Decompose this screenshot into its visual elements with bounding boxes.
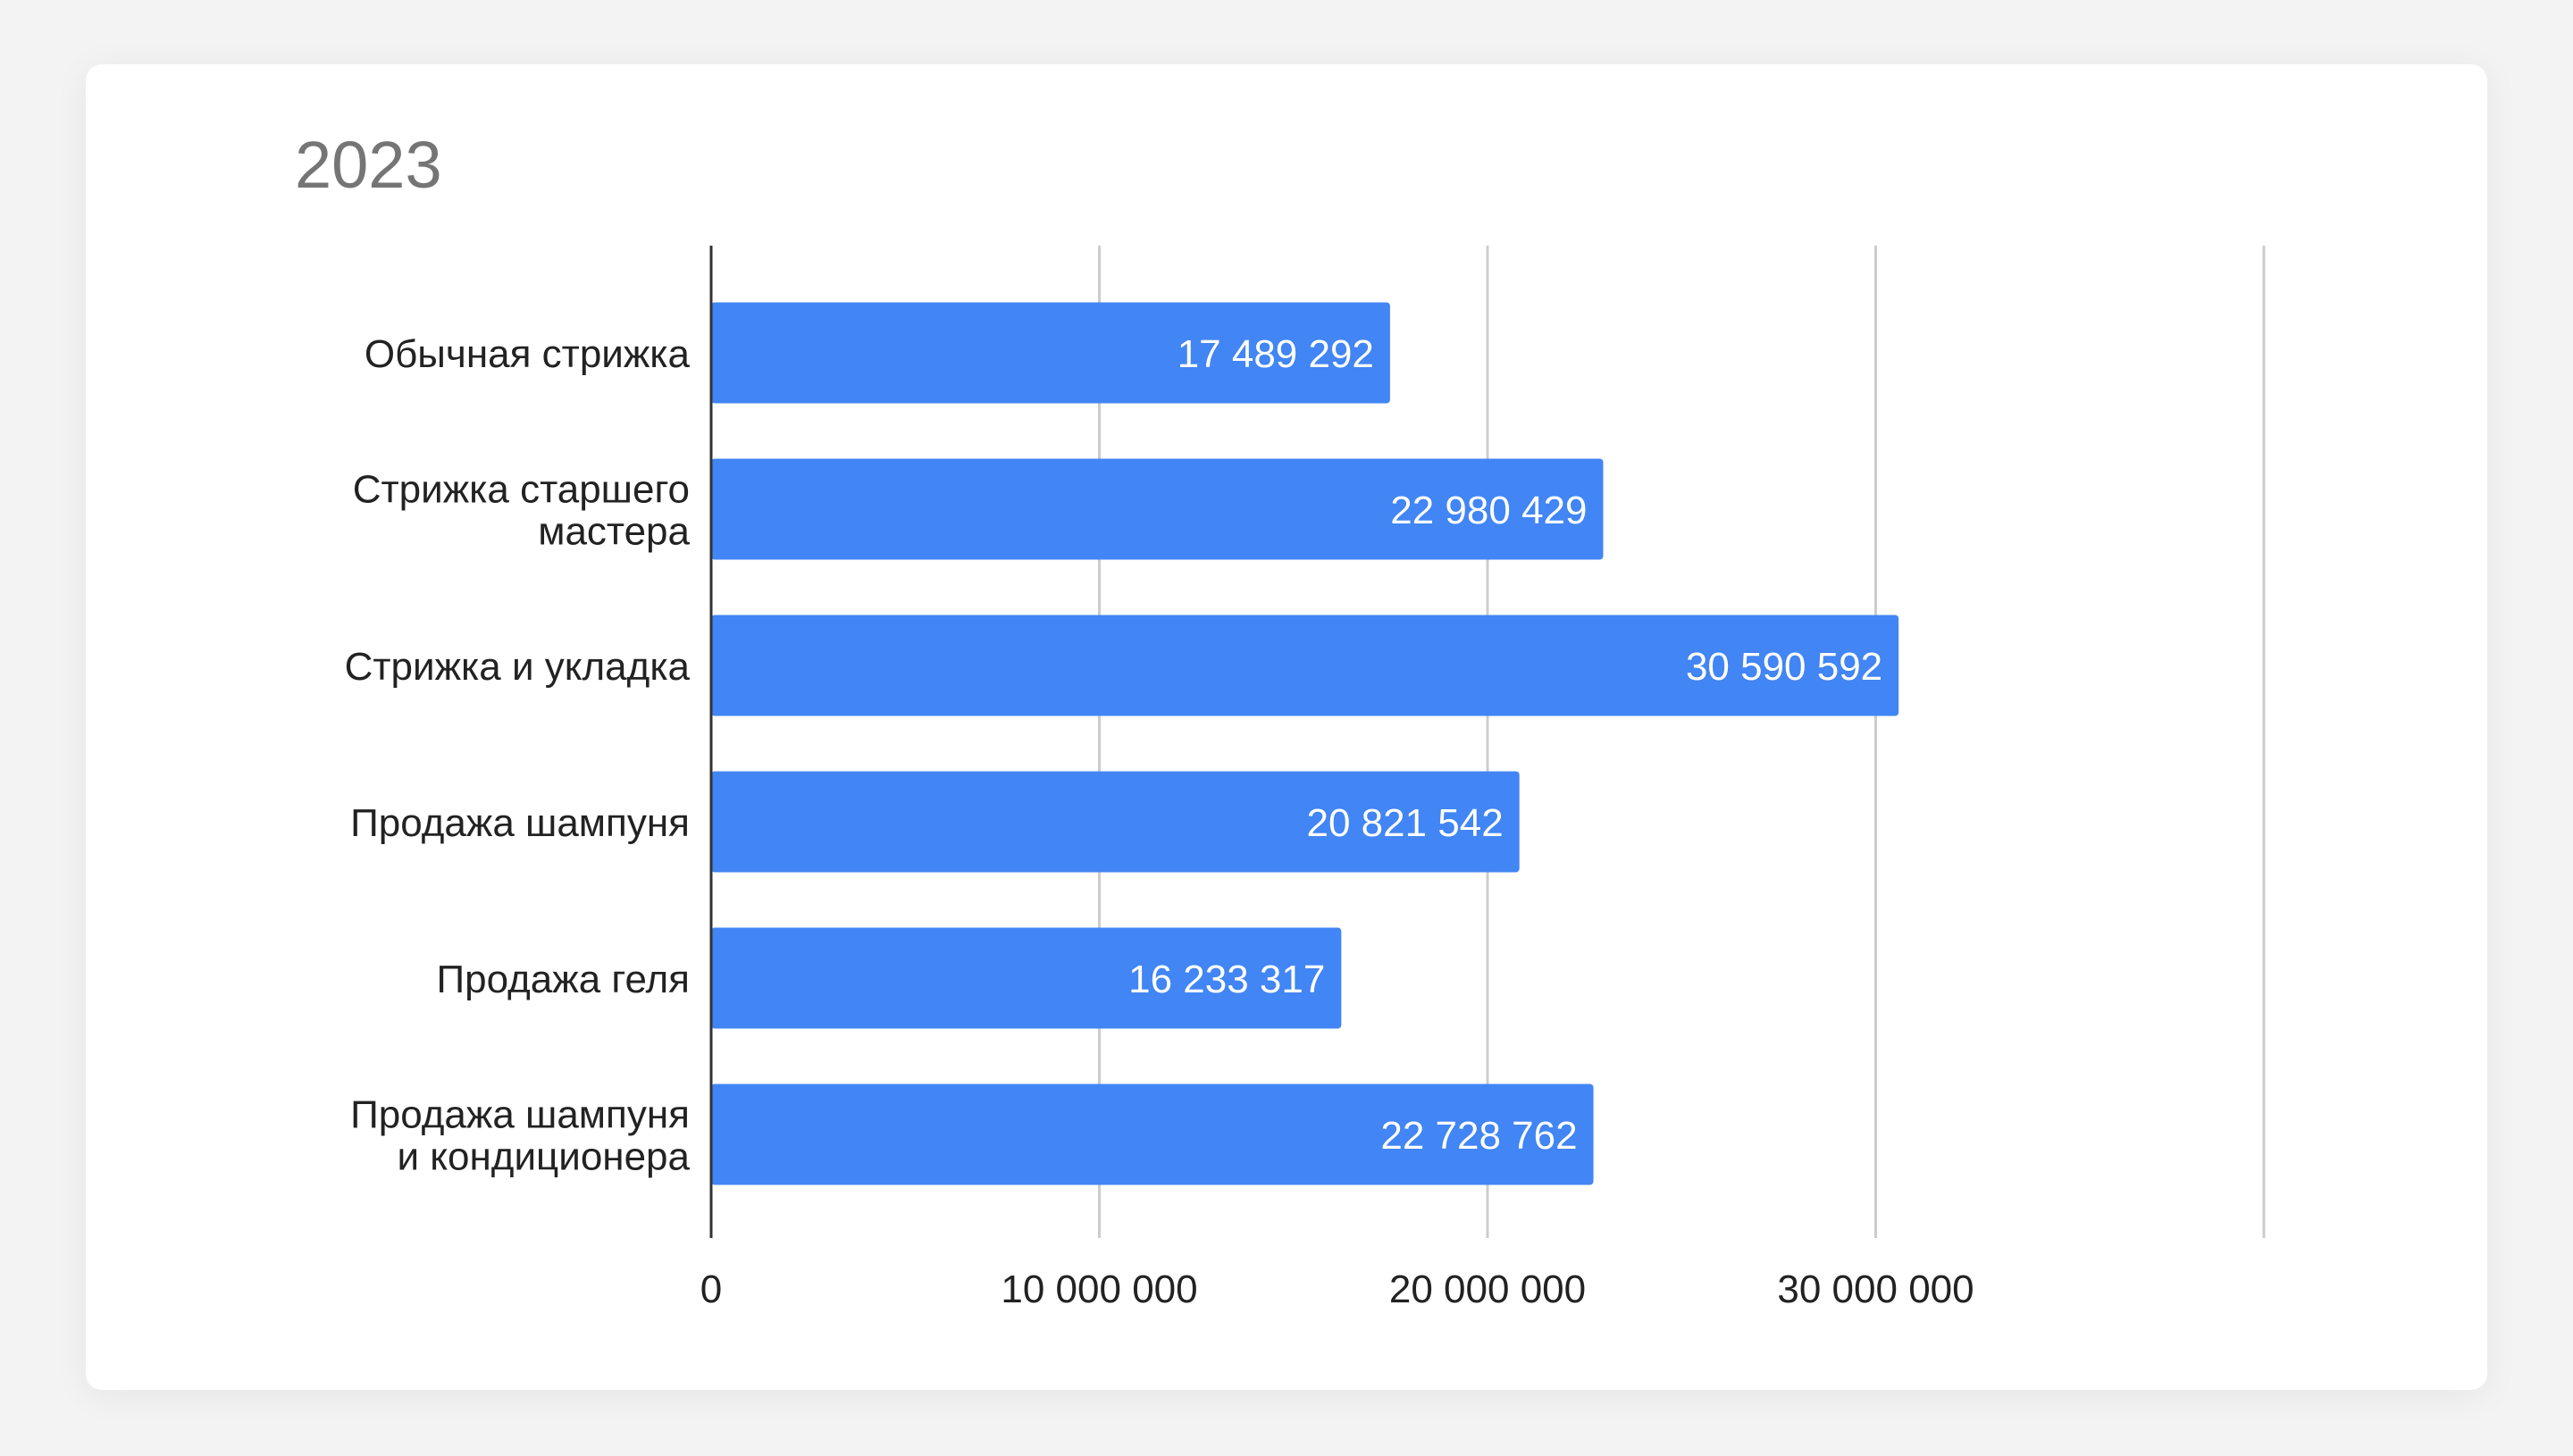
category-label: Продажа шампуня и кондиционера bbox=[350, 1093, 690, 1179]
x-tick-label: 0 bbox=[700, 1268, 722, 1311]
x-tick-label: 30 000 000 bbox=[1777, 1268, 1974, 1311]
x-axis-tick-labels: 0 10 000 000 20 000 000 30 000 000 bbox=[700, 1268, 1974, 1311]
bar-value-label: 30 590 592 bbox=[1686, 645, 1882, 689]
bar-value-label: 17 489 292 bbox=[1178, 332, 1374, 376]
bars: 17 489 292 22 980 429 30 590 592 20 821 542… bbox=[711, 302, 1899, 1185]
x-tick-label: 20 000 000 bbox=[1389, 1268, 1586, 1311]
category-label: Обычная стрижка bbox=[365, 332, 691, 376]
category-label: Стрижка старшего мастера bbox=[353, 468, 691, 554]
bar bbox=[711, 771, 1520, 873]
bar bbox=[711, 927, 1342, 1029]
bar-value-label: 22 980 429 bbox=[1390, 489, 1587, 532]
bar-chart: 2023 17 489 292 22 980 429 30 590 592 20 82… bbox=[295, 128, 2266, 1311]
chart-card: 2023 17 489 292 22 980 429 30 590 592 20 82… bbox=[86, 64, 2487, 1390]
x-tick-label: 10 000 000 bbox=[1001, 1268, 1197, 1311]
bar-value-label: 22 728 762 bbox=[1380, 1114, 1577, 1158]
category-label: Стрижка и укладка bbox=[345, 645, 691, 689]
bar bbox=[711, 458, 1604, 560]
category-labels: Обычная стрижка Стрижка старшего мастера Ст… bbox=[345, 332, 691, 1179]
chart-title: 2023 bbox=[295, 128, 442, 202]
bar-value-label: 20 821 542 bbox=[1306, 801, 1503, 845]
gridlines bbox=[1098, 246, 2266, 1238]
bar bbox=[711, 615, 1899, 716]
category-label: Продажа шампуня bbox=[350, 801, 690, 845]
bar bbox=[711, 302, 1390, 404]
category-label: Продажа геля bbox=[437, 958, 690, 1001]
bar bbox=[711, 1084, 1594, 1185]
bar-value-label: 16 233 317 bbox=[1128, 958, 1325, 1001]
